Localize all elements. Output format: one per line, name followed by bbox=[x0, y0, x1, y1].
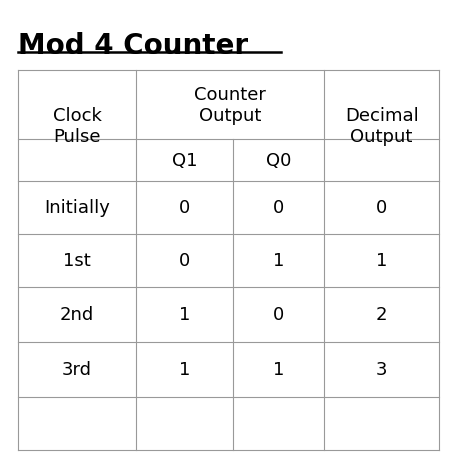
Text: Q0: Q0 bbox=[266, 151, 291, 170]
Text: 1: 1 bbox=[273, 360, 284, 379]
Text: Mod 4 Counter: Mod 4 Counter bbox=[18, 32, 248, 60]
Text: 1: 1 bbox=[273, 252, 284, 269]
Text: Counter
Output: Counter Output bbox=[194, 86, 266, 125]
Text: 2nd: 2nd bbox=[60, 305, 94, 324]
Text: Decimal
Output: Decimal Output bbox=[345, 107, 419, 146]
Text: 0: 0 bbox=[273, 199, 284, 217]
Text: Q1: Q1 bbox=[172, 151, 198, 170]
Text: 0: 0 bbox=[376, 199, 387, 217]
Text: Initially: Initially bbox=[44, 199, 110, 217]
Text: 0: 0 bbox=[179, 252, 190, 269]
Text: 0: 0 bbox=[273, 305, 284, 324]
Text: 2: 2 bbox=[376, 305, 387, 324]
Text: 0: 0 bbox=[179, 199, 190, 217]
Text: 1: 1 bbox=[179, 305, 190, 324]
Text: 1st: 1st bbox=[63, 252, 91, 269]
Text: 3rd: 3rd bbox=[62, 360, 92, 379]
Text: 1: 1 bbox=[376, 252, 387, 269]
Text: 1: 1 bbox=[179, 360, 190, 379]
Text: 3: 3 bbox=[376, 360, 387, 379]
Text: Clock
Pulse: Clock Pulse bbox=[53, 107, 101, 146]
